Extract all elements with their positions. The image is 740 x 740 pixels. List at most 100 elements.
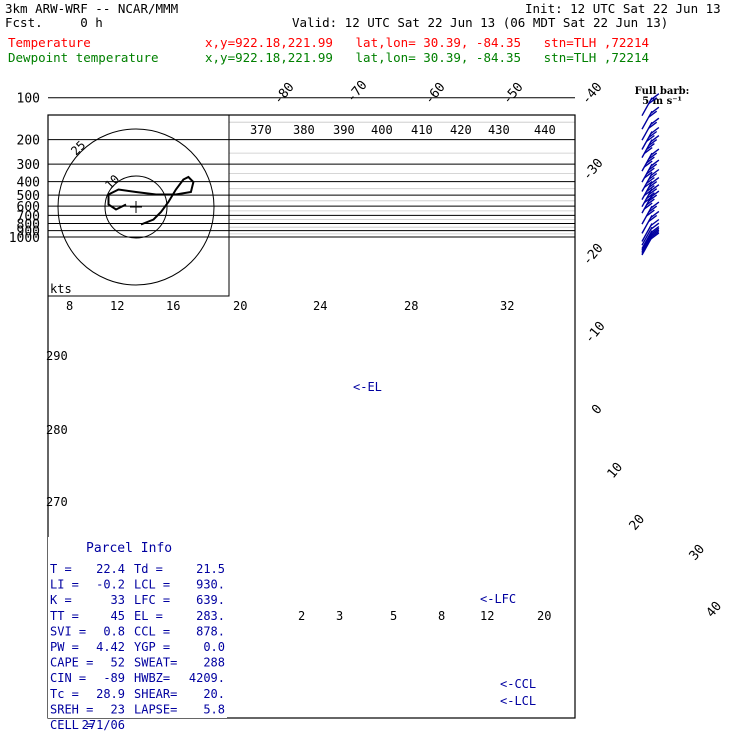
isotherm-label: -30 bbox=[580, 156, 607, 184]
wind-barb-staff bbox=[641, 121, 653, 141]
pressure-tick-label: 200 bbox=[17, 134, 40, 149]
level-annotation: <-EL bbox=[353, 380, 382, 394]
mixing-ratio-label: 24 bbox=[313, 299, 327, 313]
mixing-ratio-label: 28 bbox=[404, 299, 418, 313]
model-title: 3km ARW-WRF -- NCAR/MMM bbox=[5, 1, 179, 16]
wind-barb-flag bbox=[650, 229, 660, 237]
pressure-tick-label: 300 bbox=[17, 158, 40, 173]
wind-barb-flag bbox=[645, 167, 655, 175]
wind-barb-flag bbox=[645, 134, 655, 143]
dry-adiabat-label: 440 bbox=[534, 123, 556, 137]
parcel-field-value: 271/06 bbox=[82, 718, 125, 732]
parcel-field-label: LCL = bbox=[134, 578, 170, 592]
wind-barb-flag bbox=[650, 159, 660, 167]
mixing-ratio-label: 8 bbox=[438, 609, 445, 623]
parcel-field-value: 283. bbox=[196, 609, 225, 623]
wind-barb-flag bbox=[645, 143, 655, 151]
parcel-field-label: LFC = bbox=[134, 593, 170, 607]
wind-barb-flag bbox=[650, 135, 660, 143]
wind-barb-flag bbox=[648, 214, 658, 222]
parcel-field-label: SREH = bbox=[50, 702, 93, 716]
parcel-field-value: 5.8 bbox=[203, 702, 225, 716]
wind-barb-flag bbox=[645, 209, 655, 217]
parcel-field-label: YGP = bbox=[134, 640, 170, 654]
wind-barb-staff bbox=[641, 223, 653, 242]
pressure-tick-label: 700 bbox=[17, 209, 40, 224]
init-time: Init: 12 UTC Sat 22 Jun 13 bbox=[525, 1, 721, 16]
parcel-field-label: SVI = bbox=[50, 624, 86, 638]
wind-barb-staff bbox=[641, 215, 653, 234]
parcel-info-title: Parcel Info bbox=[86, 541, 172, 556]
wind-barb-flag bbox=[648, 163, 658, 171]
wind-barb-flag bbox=[648, 181, 658, 189]
parcel-field-label: LI = bbox=[50, 578, 79, 592]
parcel-field-label: EL = bbox=[134, 609, 163, 623]
isotherm-label: 40 bbox=[704, 599, 726, 621]
parcel-field-label: HWBZ= bbox=[134, 671, 170, 685]
wind-barb-staff bbox=[641, 226, 653, 246]
pressure-tick-label: 500 bbox=[17, 189, 40, 204]
wind-barb-flag bbox=[650, 222, 660, 230]
wind-barb-flag bbox=[650, 93, 660, 101]
dry-adiabat-label: 280 bbox=[46, 423, 68, 437]
parcel-info-panel bbox=[48, 537, 227, 718]
barb-legend-line1: Full barb: bbox=[635, 86, 690, 97]
dry-adiabat-label: 410 bbox=[411, 123, 433, 137]
parcel-field-value: 4209. bbox=[189, 671, 225, 685]
pressure-tick-label: 600 bbox=[17, 200, 40, 215]
isotherm-label: -50 bbox=[500, 80, 527, 108]
parcel-field-value: 288 bbox=[203, 656, 225, 670]
wind-barb-staff bbox=[641, 110, 653, 130]
parcel-field-value: 20. bbox=[203, 687, 225, 701]
parcel-field-value: 21.5 bbox=[196, 562, 225, 576]
parcel-field-label: CELL = bbox=[50, 718, 93, 732]
isotherm-label: 20 bbox=[627, 512, 649, 534]
wind-barb-flag bbox=[643, 147, 653, 155]
wind-barb-flag bbox=[645, 176, 655, 185]
dry-adiabat-label: 420 bbox=[450, 123, 472, 137]
parcel-field-label: PW = bbox=[50, 640, 79, 654]
mixing-ratio-label: 3 bbox=[336, 609, 343, 623]
wind-barb-flag bbox=[650, 226, 660, 234]
mixing-ratio-label: 8 bbox=[66, 299, 73, 313]
isotherm-label: -60 bbox=[422, 80, 449, 108]
wind-barb-flag bbox=[643, 171, 653, 179]
pressure-tick-label: 400 bbox=[17, 176, 40, 191]
wind-barb-flag bbox=[643, 202, 653, 210]
pressure-tick-label: 900 bbox=[17, 225, 40, 240]
temperature-legend: Temperature bbox=[8, 35, 91, 50]
parcel-field-label: CAPE = bbox=[50, 656, 93, 670]
wind-barb-staff bbox=[641, 233, 653, 253]
wind-barb-flag bbox=[650, 230, 660, 239]
wind-barb-flag bbox=[650, 148, 660, 156]
barb-legend-line2: 5 m s⁻¹ bbox=[642, 96, 682, 107]
parcel-field-label: LAPSE= bbox=[134, 702, 177, 716]
parcel-field-label: K = bbox=[50, 593, 72, 607]
wind-barb-flag bbox=[650, 168, 660, 177]
valid-time: Valid: 12 UTC Sat 22 Jun 13 (06 MDT Sat … bbox=[292, 15, 669, 30]
parcel-field-value: 878. bbox=[196, 624, 225, 638]
mixing-ratio-label: 5 bbox=[390, 609, 397, 623]
isotherm-label: -10 bbox=[582, 319, 609, 347]
parcel-field-label: SHEAR= bbox=[134, 687, 177, 701]
wind-barb-flag bbox=[648, 172, 658, 181]
pressure-tick-label: 800 bbox=[17, 218, 40, 233]
wind-barb-flag bbox=[648, 121, 658, 129]
wind-barb-flag bbox=[648, 194, 658, 202]
isotherm-label: -40 bbox=[579, 80, 606, 108]
hodograph-ring-outer bbox=[57, 128, 215, 286]
wind-barb-flag bbox=[648, 97, 658, 105]
wind-barb-flag bbox=[648, 188, 658, 196]
hodograph-trace bbox=[107, 175, 195, 226]
pressure-tick-label: 100 bbox=[17, 92, 40, 107]
parcel-field-value: -0.2 bbox=[96, 578, 125, 592]
temperature-location-info: x,y=922.18,221.99 lat,lon= 30.39, -84.35… bbox=[205, 35, 650, 50]
isotherm-label: -20 bbox=[580, 241, 607, 269]
mixing-ratio-label: 12 bbox=[110, 299, 124, 313]
mixing-ratio-label: 2 bbox=[298, 609, 305, 623]
level-annotation: <-LFC bbox=[480, 592, 516, 606]
pressure-tick-label: 1000 bbox=[9, 231, 40, 246]
dry-adiabat-label: 390 bbox=[333, 123, 355, 137]
parcel-field-label: CCL = bbox=[134, 624, 170, 638]
